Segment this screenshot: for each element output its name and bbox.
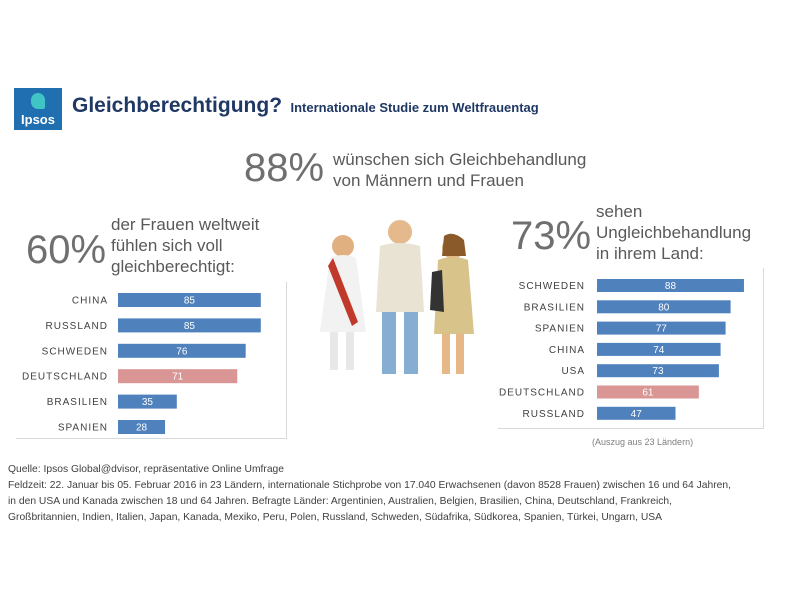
- right-stat-line1: sehen: [596, 202, 643, 221]
- bar-value-label: 88: [665, 281, 677, 292]
- bar: [597, 342, 721, 356]
- left-stat-line2: fühlen sich voll: [111, 236, 223, 255]
- right-bar-chart: SCHWEDEN 88 BRASILIEN 80 SPANIEN 77 CHINA 74 USA…: [499, 279, 744, 420]
- category-label: SCHWEDEN: [519, 281, 585, 292]
- bar: [118, 293, 261, 307]
- bar: [118, 343, 246, 358]
- center-stat-line2: von Männern und Frauen: [333, 171, 524, 190]
- bar-value-label: 85: [184, 321, 196, 332]
- bar-value-label: 71: [172, 372, 184, 383]
- title-main: Gleichberechtigung?: [72, 94, 283, 117]
- category-label: CHINA: [72, 296, 108, 307]
- bar: [118, 369, 238, 384]
- bar: [118, 318, 261, 333]
- category-label: RUSSLAND: [46, 321, 108, 332]
- category-label: BRASILIEN: [524, 302, 585, 313]
- source-text: Quelle: Ipsos Global@dvisor, repräsentat…: [8, 462, 798, 526]
- bar-value-label: 85: [184, 296, 196, 307]
- left-stat-value: 60%: [26, 228, 107, 272]
- ipsos-logo: Ipsos: [14, 88, 62, 130]
- bar: [597, 321, 726, 335]
- bar: [597, 385, 699, 399]
- bar-value-label: 80: [658, 302, 670, 313]
- man-figure: [376, 220, 424, 374]
- title-subtitle: Internationale Studie zum Weltfrauentag: [290, 100, 539, 115]
- category-label: DEUTSCHLAND: [22, 372, 108, 383]
- bar-value-label: 73: [652, 366, 664, 377]
- category-label: SPANIEN: [535, 324, 585, 335]
- bar-value-label: 47: [631, 409, 643, 420]
- bar: [118, 420, 166, 434]
- left-chart-frame: [16, 282, 287, 439]
- bar: [597, 300, 731, 314]
- category-label: USA: [561, 366, 585, 377]
- bar-value-label: 76: [176, 346, 188, 357]
- logo-text: Ipsos: [21, 112, 55, 127]
- category-label: SCHWEDEN: [42, 346, 108, 357]
- woman-figure: [430, 233, 474, 374]
- source-line4: Großbritannien, Indien, Italien, Japan, …: [8, 512, 663, 523]
- bar-value-label: 77: [656, 324, 668, 335]
- right-stat-text: sehen Ungleichbehandlung in ihrem Land:: [596, 201, 751, 264]
- bar-value-label: 28: [136, 423, 148, 434]
- left-bar-chart: CHINA 85 RUSSLAND 85 SCHWEDEN 76 DEUTSCHLAND 71…: [22, 293, 261, 434]
- right-chart-frame: [498, 268, 764, 429]
- category-label: SPANIEN: [58, 423, 108, 434]
- bar-value-label: 74: [653, 345, 665, 356]
- bar: [597, 406, 676, 420]
- bar: [118, 394, 177, 409]
- people-illustration: [320, 220, 474, 374]
- center-stat-line1: wünschen sich Gleichbehandlung: [333, 150, 587, 169]
- source-line1: Quelle: Ipsos Global@dvisor, repräsentat…: [8, 464, 285, 475]
- page-title: Gleichberechtigung? Internationale Studi…: [72, 94, 539, 118]
- source-line2: Feldzeit: 22. Januar bis 05. Februar 201…: [8, 480, 731, 491]
- logo-mark-icon: [31, 93, 45, 109]
- right-stat-value: 73%: [511, 214, 592, 258]
- source-line3: in den USA und Kanada zwischen 18 und 64…: [8, 496, 672, 507]
- bar-value-label: 61: [642, 388, 654, 399]
- category-label: BRASILIEN: [47, 397, 108, 408]
- bar: [597, 364, 719, 378]
- category-label: DEUTSCHLAND: [499, 388, 585, 399]
- right-stat-line3: in ihrem Land:: [596, 244, 704, 263]
- bar: [597, 279, 744, 292]
- left-stat-line1: der Frauen weltweit: [111, 215, 260, 234]
- right-stat-line2: Ungleichbehandlung: [596, 223, 752, 242]
- category-label: CHINA: [549, 345, 585, 356]
- left-stat-line3: gleichberechtigt:: [111, 257, 235, 276]
- category-label: RUSSLAND: [523, 409, 585, 420]
- center-stat-value: 88%: [244, 146, 325, 190]
- bar-value-label: 35: [142, 397, 154, 408]
- center-stat-text: wünschen sich Gleichbehandlung von Männe…: [333, 149, 586, 191]
- chart-note: (Auszug aus 23 Ländern): [592, 437, 694, 447]
- woman-sari-figure: [320, 235, 366, 370]
- left-stat-text: der Frauen weltweit fühlen sich voll gle…: [111, 214, 259, 277]
